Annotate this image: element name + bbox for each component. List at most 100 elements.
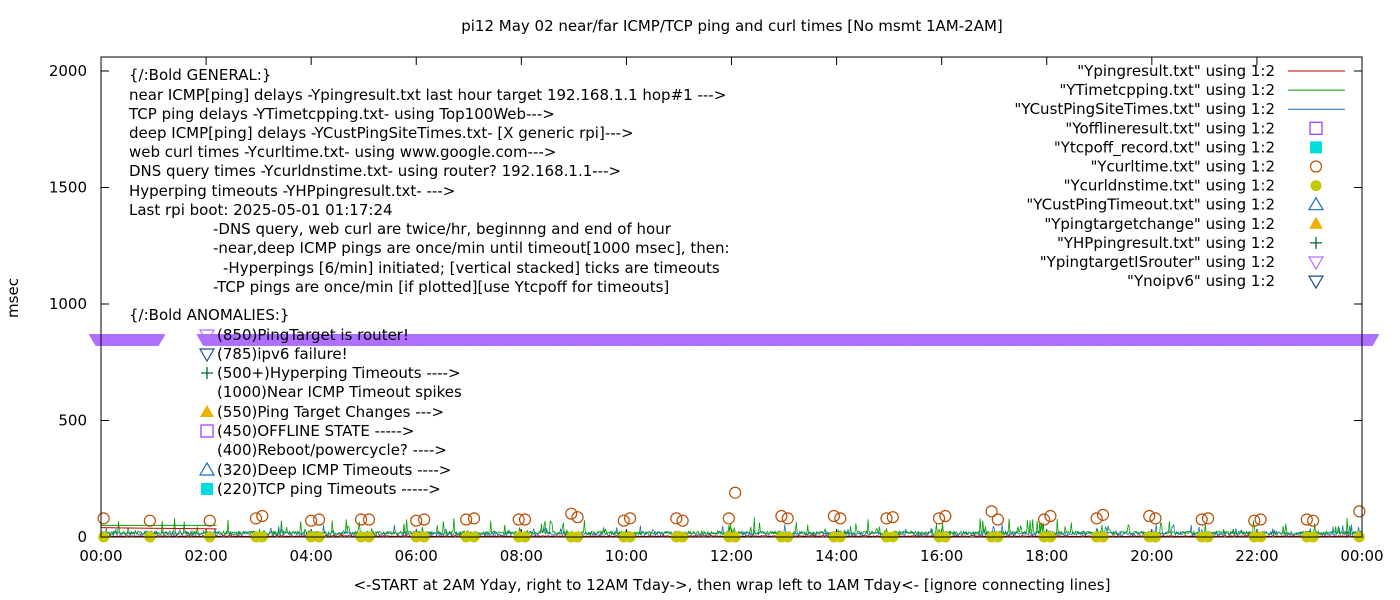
data-point: [418, 513, 431, 526]
data-point: [1248, 514, 1261, 527]
router-target-marker: [1365, 334, 1380, 347]
data-point: [460, 513, 473, 526]
y-tick-label: 1500: [49, 178, 87, 196]
data-point: [143, 514, 156, 527]
data-point: [775, 509, 788, 523]
data-point: [985, 505, 998, 518]
data-point: [1254, 513, 1267, 526]
legend-label: "YCustPingSiteTimes.txt" using 1:2: [1014, 100, 1275, 118]
annotation-line: DNS query times -Ycurldnstime.txt- using…: [129, 162, 621, 180]
legend-marker-swatch: [1309, 121, 1323, 135]
annotation-marker: [198, 461, 216, 476]
annotation-block: {/:Bold GENERAL:} near ICMP[ping] delays …: [128, 66, 730, 498]
legend-label: "YpingtargetISrouter" using 1:2: [1040, 253, 1275, 271]
data-point: [1307, 514, 1320, 527]
annotation-marker: [198, 348, 216, 363]
data-point: [1044, 509, 1057, 523]
legend-marker-swatch: [1309, 160, 1323, 173]
annotation-line: (785)ipv6 failure!: [217, 345, 348, 363]
x-tick-label: 18:00: [1025, 547, 1068, 565]
data-point: [518, 513, 532, 526]
data-point: [623, 512, 637, 525]
router-target-marker: [151, 334, 166, 347]
y-tick-label: 0: [77, 528, 87, 546]
legend-marker-swatch: [1310, 141, 1322, 154]
annotation-line: {/:Bold ANOMALIES:}: [129, 306, 289, 324]
data-point: [729, 486, 742, 499]
data-point: [362, 513, 376, 526]
legend-label: "Ytcpoff_record.txt" using 1:2: [1054, 138, 1275, 157]
y-axis-label: msec: [4, 278, 22, 318]
data-point: [203, 514, 216, 527]
data-point: [1353, 505, 1366, 518]
y-tick-label: 500: [58, 411, 87, 429]
legend-marker-swatch: [1310, 236, 1322, 249]
annotation-line: (400)Reboot/powercycle? ---->: [217, 441, 447, 459]
annotation-line: (220)TCP ping Timeouts ----->: [217, 480, 441, 498]
legend-label: "Ycurldnstime.txt" using 1:2: [1064, 177, 1275, 195]
x-tick-label: 02:00: [184, 547, 227, 565]
legend-label: "YTimetcpping.txt" using 1:2: [1059, 81, 1275, 99]
annotation-line: near ICMP[ping] delays -Ypingresult.txt …: [129, 86, 726, 104]
annotation-marker: [198, 329, 216, 344]
annotation-line: (550)Ping Target Changes --->: [217, 403, 444, 421]
data-point: [571, 511, 584, 524]
x-tick-label: 10:00: [605, 547, 648, 565]
annotation-line: {/:Bold GENERAL:}: [129, 66, 271, 84]
legend-label: "Ypingtargetchange" using 1:2: [1044, 215, 1275, 233]
data-point: [1096, 508, 1110, 521]
x-axis-label: <-START at 2AM Yday, right to 12AM Tday-…: [354, 576, 1111, 594]
legend-label: "YCustPingTimeout.txt" using 1:2: [1026, 196, 1275, 214]
legend-label: "YHPpingresult.txt" using 1:2: [1057, 234, 1275, 252]
x-tick-label: 16:00: [920, 547, 963, 565]
annotation-marker: [200, 405, 214, 417]
data-point: [1038, 513, 1051, 526]
chart-title: pi12 May 02 near/far ICMP/TCP ping and c…: [461, 17, 1003, 35]
annotation-line: (320)Deep ICMP Timeouts ---->: [217, 461, 451, 479]
annotation-line: -DNS query, web curl are twice/hr, begin…: [213, 220, 672, 238]
data-point: [617, 514, 630, 527]
annotation-line: TCP ping delays -YTimetcpping.txt- using…: [128, 105, 555, 123]
plot-frame: [100, 56, 1363, 538]
legend-marker-swatch: [1307, 196, 1325, 211]
annotation-line: -near,deep ICMP pings are once/min until…: [213, 239, 730, 257]
data-point: [781, 512, 794, 525]
legend-label: "Ycurltime.txt" using 1:2: [1090, 158, 1275, 176]
data-point: [670, 512, 683, 525]
data-point: [512, 513, 525, 526]
data-point: [1143, 509, 1156, 523]
data-point: [1201, 512, 1215, 525]
data-point: [97, 512, 110, 525]
x-tick-label: 14:00: [815, 547, 858, 565]
y-tick-label: 1000: [49, 295, 87, 313]
legend-marker-swatch: [1310, 180, 1322, 192]
x-tick-label: 00:00: [79, 547, 122, 565]
data-point: [932, 512, 946, 525]
x-tick-label: 06:00: [395, 547, 438, 565]
legend-label: "Ypingresult.txt" using 1:2: [1077, 62, 1275, 80]
data-point: [1300, 513, 1313, 526]
data-point: [880, 512, 893, 525]
data-point: [886, 511, 899, 524]
legend-marker-swatch: [1309, 216, 1323, 229]
data-point: [991, 513, 1004, 526]
x-tick-label: 12:00: [710, 547, 753, 565]
data-point: [1090, 512, 1103, 525]
x-tick-label: 08:00: [500, 547, 543, 565]
data-point: [827, 509, 841, 523]
annotation-line: (850)PingTarget is router!: [217, 326, 409, 344]
annotation-line: deep ICMP[ping] delays -YCustPingSiteTim…: [129, 124, 634, 142]
data-point: [354, 513, 368, 526]
data-point: [256, 509, 269, 523]
legend: "Ypingresult.txt" using 1:2"YTimetcpping…: [1014, 62, 1345, 290]
annotation-line: Hyperping timeouts -YHPpingresult.txt- -…: [129, 182, 455, 200]
legend-label: "Yofflineresult.txt" using 1:2: [1065, 119, 1275, 137]
x-tick-label: 00:00: [1340, 547, 1383, 565]
ping-connect-line: [100, 527, 217, 530]
annotation-line: (450)OFFLINE STATE ----->: [217, 422, 414, 440]
data-point: [249, 512, 263, 525]
annotation-line: (500+)Hyperping Timeouts ---->: [217, 364, 461, 382]
x-tick-label: 04:00: [290, 547, 333, 565]
data-point: [305, 514, 318, 527]
